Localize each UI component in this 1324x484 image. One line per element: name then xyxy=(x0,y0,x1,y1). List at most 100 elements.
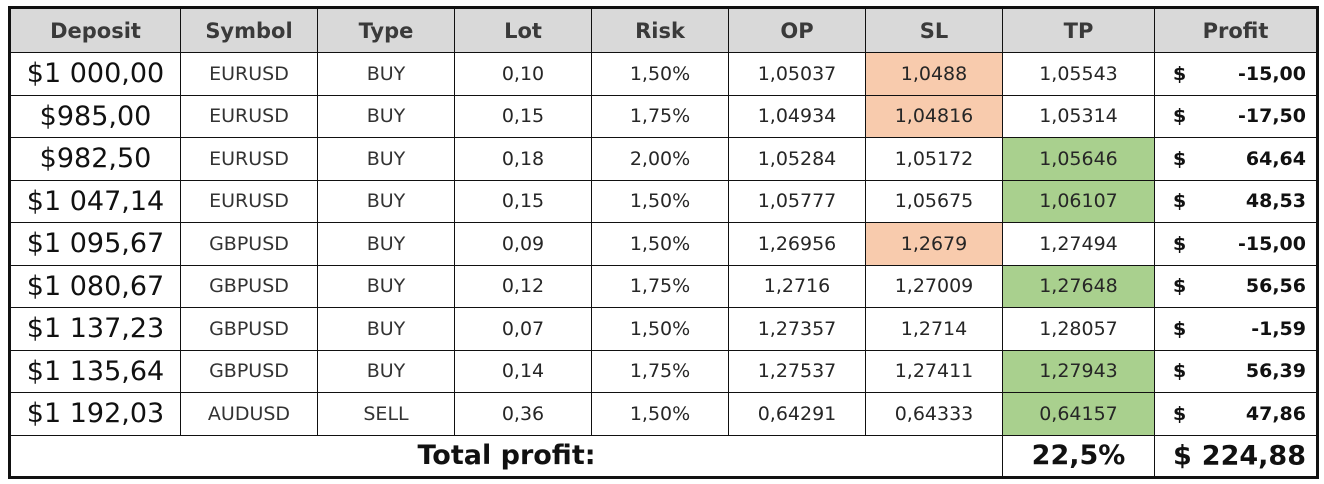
tp-cell: 1,06107 xyxy=(1002,179,1155,223)
type-cell: BUY xyxy=(317,264,455,308)
total-profit-label: Total profit: xyxy=(9,434,1003,478)
symbol-cell: GBPUSD xyxy=(180,349,318,393)
profit-amount: 64,64 xyxy=(1245,147,1306,170)
currency-symbol: $ xyxy=(1173,317,1187,340)
sl-cell: 1,2679 xyxy=(865,222,1003,266)
profit-amount: 56,56 xyxy=(1245,275,1306,298)
sl-cell: 1,05172 xyxy=(865,137,1003,181)
profit-cell: $47,86 xyxy=(1154,392,1318,436)
deposit-cell: $1 137,23 xyxy=(9,307,181,351)
table-row: $1 137,23 GBPUSD BUY 0,07 1,50% 1,27357 1,2714… xyxy=(9,307,1318,351)
profit-cell: $ -17,50 xyxy=(1154,94,1318,138)
sl-cell: 1,05675 xyxy=(865,179,1003,223)
table-row: $985,00 EURUSD BUY 0,15 1,75% 1,04934 1,04816 1… xyxy=(9,94,1318,138)
deposit-cell: $1 095,67 xyxy=(9,222,181,266)
type-cell: BUY xyxy=(317,137,455,181)
table-row: $1 192,03 AUDUSD SELL 0,36 1,50% 0,64291 0,643… xyxy=(9,392,1318,436)
symbol-cell: EURUSD xyxy=(180,179,318,223)
total-profit-amount: 224,88 xyxy=(1201,440,1306,471)
lot-cell: 0,15 xyxy=(454,94,592,138)
profit-amount: -17,50 xyxy=(1238,105,1306,128)
header-symbol: Symbol xyxy=(180,7,318,53)
type-cell: BUY xyxy=(317,94,455,138)
op-cell: 1,26956 xyxy=(728,222,866,266)
lot-cell: 0,12 xyxy=(454,264,592,308)
lot-cell: 0,10 xyxy=(454,52,592,96)
tp-cell: 1,27648 xyxy=(1002,264,1155,308)
profit-cell: $48,53 xyxy=(1154,179,1318,223)
currency-symbol: $ xyxy=(1173,402,1187,425)
op-cell: 1,05284 xyxy=(728,137,866,181)
total-profit-percent: 22,5% xyxy=(1002,434,1155,478)
sl-cell: 1,04816 xyxy=(865,94,1003,138)
sl-cell: 1,0488 xyxy=(865,52,1003,96)
total-profit-amount-cell: $ 224,88 xyxy=(1154,434,1318,478)
profit-amount: -15,00 xyxy=(1238,232,1306,255)
op-cell: 0,64291 xyxy=(728,392,866,436)
op-cell: 1,05777 xyxy=(728,179,866,223)
risk-cell: 1,50% xyxy=(591,222,729,266)
header-tp: TP xyxy=(1002,7,1155,53)
table-row: $1 080,67 GBPUSD BUY 0,12 1,75% 1,2716 1,27009… xyxy=(9,264,1318,308)
table-row: $1 000,00 EURUSD BUY 0,10 1,50% 1,05037 1,0488… xyxy=(9,52,1318,96)
tp-cell: 0,64157 xyxy=(1002,392,1155,436)
deposit-cell: $1 000,00 xyxy=(9,52,181,96)
profit-cell: $ -1,59 xyxy=(1154,307,1318,351)
type-cell: BUY xyxy=(317,179,455,223)
tp-cell: 1,27943 xyxy=(1002,349,1155,393)
profit-amount: 47,86 xyxy=(1245,402,1306,425)
currency-symbol: $ xyxy=(1173,190,1187,213)
op-cell: 1,27537 xyxy=(728,349,866,393)
risk-cell: 1,50% xyxy=(591,392,729,436)
sl-cell: 1,27009 xyxy=(865,264,1003,308)
currency-symbol: $ xyxy=(1173,147,1187,170)
profit-amount: -1,59 xyxy=(1251,317,1306,340)
trade-results-table: Deposit Symbol Type Lot Risk OP SL TP Pr… xyxy=(8,6,1319,479)
type-cell: BUY xyxy=(317,349,455,393)
header-op: OP xyxy=(728,7,866,53)
currency-symbol: $ xyxy=(1173,232,1187,255)
header-profit: Profit xyxy=(1154,7,1318,53)
total-row: Total profit: 22,5% $ 224,88 xyxy=(9,434,1318,478)
lot-cell: 0,14 xyxy=(454,349,592,393)
op-cell: 1,2716 xyxy=(728,264,866,308)
profit-cell: $ -15,00 xyxy=(1154,222,1318,266)
total-currency-symbol: $ xyxy=(1173,440,1192,471)
header-row: Deposit Symbol Type Lot Risk OP SL TP Pr… xyxy=(9,7,1318,53)
op-cell: 1,04934 xyxy=(728,94,866,138)
type-cell: BUY xyxy=(317,222,455,266)
profit-cell: $56,39 xyxy=(1154,349,1318,393)
deposit-cell: $985,00 xyxy=(9,94,181,138)
sl-cell: 0,64333 xyxy=(865,392,1003,436)
risk-cell: 1,75% xyxy=(591,349,729,393)
risk-cell: 1,75% xyxy=(591,264,729,308)
symbol-cell: AUDUSD xyxy=(180,392,318,436)
risk-cell: 1,50% xyxy=(591,179,729,223)
currency-symbol: $ xyxy=(1173,275,1187,298)
profit-amount: 48,53 xyxy=(1245,190,1306,213)
symbol-cell: EURUSD xyxy=(180,137,318,181)
header-sl: SL xyxy=(865,7,1003,53)
tp-cell: 1,05543 xyxy=(1002,52,1155,96)
deposit-cell: $982,50 xyxy=(9,137,181,181)
lot-cell: 0,36 xyxy=(454,392,592,436)
currency-symbol: $ xyxy=(1173,105,1187,128)
risk-cell: 1,50% xyxy=(591,307,729,351)
risk-cell: 2,00% xyxy=(591,137,729,181)
symbol-cell: EURUSD xyxy=(180,52,318,96)
symbol-cell: GBPUSD xyxy=(180,264,318,308)
lot-cell: 0,07 xyxy=(454,307,592,351)
profit-cell: $56,56 xyxy=(1154,264,1318,308)
header-risk: Risk xyxy=(591,7,729,53)
header-deposit: Deposit xyxy=(9,7,181,53)
symbol-cell: GBPUSD xyxy=(180,222,318,266)
header-lot: Lot xyxy=(454,7,592,53)
tp-cell: 1,27494 xyxy=(1002,222,1155,266)
profit-amount: -15,00 xyxy=(1238,62,1306,85)
header-type: Type xyxy=(317,7,455,53)
lot-cell: 0,15 xyxy=(454,179,592,223)
profit-amount: 56,39 xyxy=(1245,360,1306,383)
op-cell: 1,27357 xyxy=(728,307,866,351)
currency-symbol: $ xyxy=(1173,62,1187,85)
profit-cell: $ -15,00 xyxy=(1154,52,1318,96)
